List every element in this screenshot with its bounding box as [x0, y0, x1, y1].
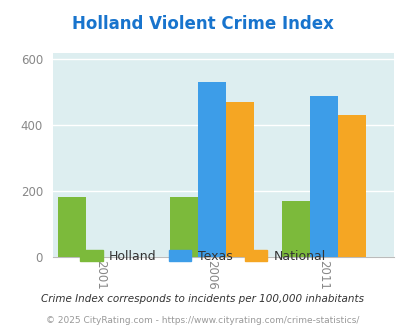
- Bar: [198, 82, 226, 257]
- Legend: Holland, Texas, National: Holland, Texas, National: [75, 245, 330, 268]
- Text: Crime Index corresponds to incidents per 100,000 inhabitants: Crime Index corresponds to incidents per…: [41, 294, 364, 304]
- Text: © 2025 CityRating.com - https://www.cityrating.com/crime-statistics/: © 2025 CityRating.com - https://www.city…: [46, 316, 359, 325]
- Bar: [337, 115, 365, 257]
- Text: Holland Violent Crime Index: Holland Violent Crime Index: [72, 15, 333, 33]
- Bar: [170, 197, 198, 257]
- Bar: [281, 201, 309, 257]
- Bar: [226, 102, 254, 257]
- Bar: [309, 96, 337, 257]
- Bar: [58, 197, 86, 257]
